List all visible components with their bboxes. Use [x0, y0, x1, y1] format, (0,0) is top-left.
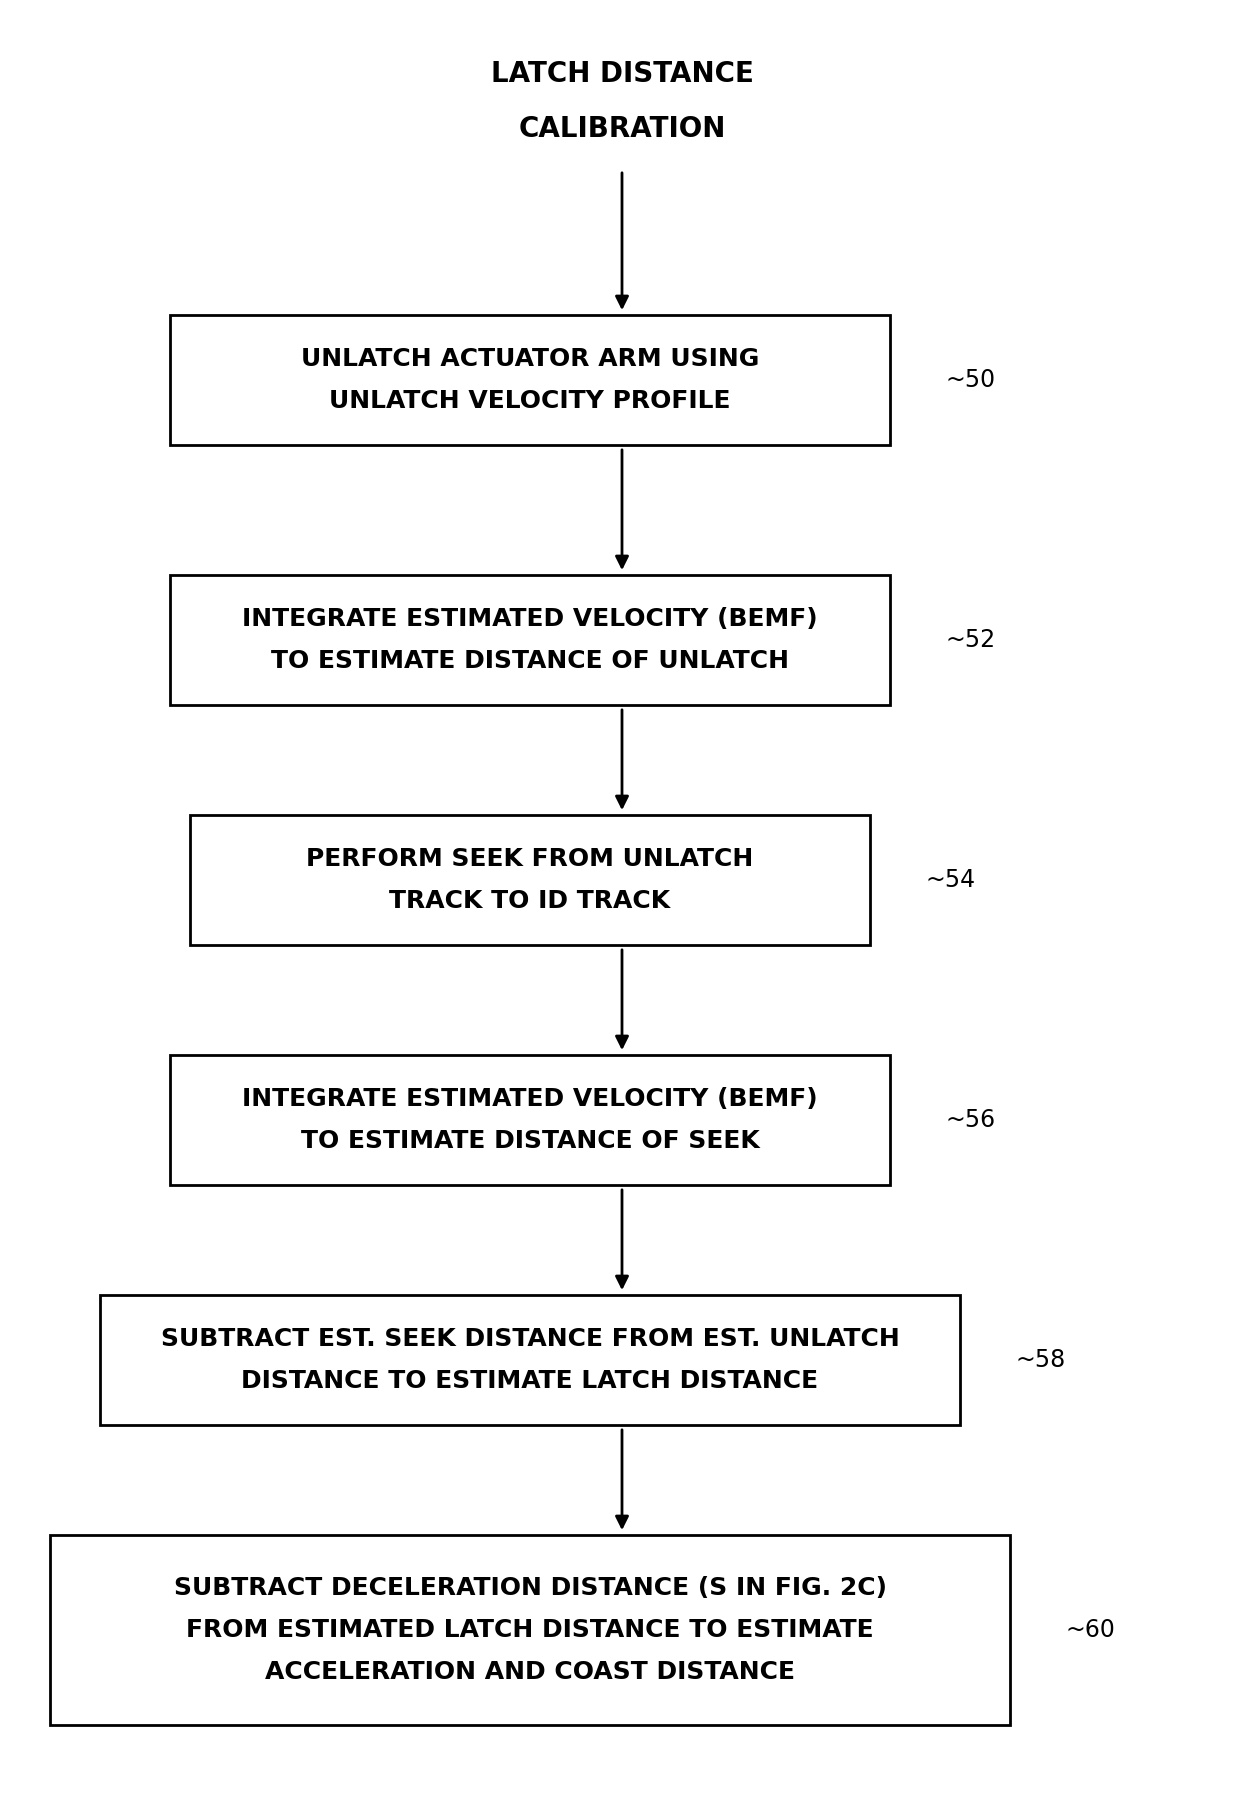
Bar: [170, 575, 889, 705]
Bar: [100, 1295, 960, 1426]
Text: SUBTRACT EST. SEEK DISTANCE FROM EST. UNLATCH: SUBTRACT EST. SEEK DISTANCE FROM EST. UN…: [160, 1327, 899, 1350]
Text: TO ESTIMATE DISTANCE OF SEEK: TO ESTIMATE DISTANCE OF SEEK: [301, 1129, 759, 1153]
Bar: [170, 1055, 889, 1185]
Text: CALIBRATION: CALIBRATION: [519, 115, 725, 144]
Text: ACCELERATION AND COAST DISTANCE: ACCELERATION AND COAST DISTANCE: [265, 1660, 795, 1685]
Text: ~50: ~50: [945, 369, 995, 392]
Text: SUBTRACT DECELERATION DISTANCE (S IN FIG. 2C): SUBTRACT DECELERATION DISTANCE (S IN FIG…: [173, 1577, 887, 1600]
Text: PERFORM SEEK FROM UNLATCH: PERFORM SEEK FROM UNLATCH: [306, 847, 754, 870]
Text: ~58: ~58: [1015, 1348, 1065, 1372]
Text: INTEGRATE ESTIMATED VELOCITY (BEMF): INTEGRATE ESTIMATED VELOCITY (BEMF): [243, 1088, 817, 1111]
Text: ~52: ~52: [945, 628, 995, 653]
Bar: [190, 814, 870, 946]
Text: LATCH DISTANCE: LATCH DISTANCE: [490, 59, 754, 88]
Text: UNLATCH VELOCITY PROFILE: UNLATCH VELOCITY PROFILE: [330, 388, 730, 414]
Bar: [170, 315, 889, 444]
Text: FROM ESTIMATED LATCH DISTANCE TO ESTIMATE: FROM ESTIMATED LATCH DISTANCE TO ESTIMAT…: [187, 1618, 873, 1642]
Text: ~56: ~56: [945, 1108, 995, 1133]
Text: TRACK TO ID TRACK: TRACK TO ID TRACK: [389, 888, 671, 913]
Bar: [50, 1535, 1010, 1724]
Text: ~60: ~60: [1065, 1618, 1115, 1642]
Text: ~54: ~54: [926, 868, 975, 892]
Text: TO ESTIMATE DISTANCE OF UNLATCH: TO ESTIMATE DISTANCE OF UNLATCH: [271, 649, 789, 672]
Text: DISTANCE TO ESTIMATE LATCH DISTANCE: DISTANCE TO ESTIMATE LATCH DISTANCE: [241, 1368, 819, 1393]
Text: UNLATCH ACTUATOR ARM USING: UNLATCH ACTUATOR ARM USING: [301, 347, 759, 370]
Text: INTEGRATE ESTIMATED VELOCITY (BEMF): INTEGRATE ESTIMATED VELOCITY (BEMF): [243, 608, 817, 631]
